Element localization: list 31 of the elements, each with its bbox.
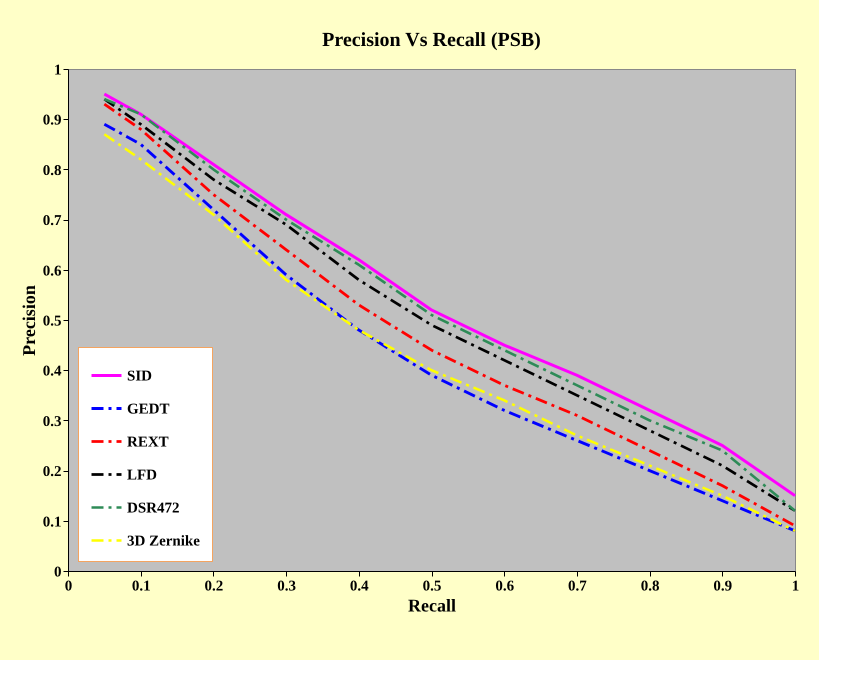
y-tick-label: 0.4 <box>42 364 62 380</box>
x-tick-label: 0 <box>64 578 72 594</box>
legend-label: 3D Zernike <box>127 534 200 550</box>
legend-label: DSR472 <box>127 500 180 516</box>
y-tick-label: 0.3 <box>42 414 62 430</box>
y-axis-title: Precision <box>18 285 39 356</box>
x-tick-label: 0.7 <box>568 578 588 594</box>
x-tick-label: 0.5 <box>422 578 442 594</box>
legend-label: GEDT <box>127 402 170 418</box>
chart-title: Precision Vs Recall (PSB) <box>322 29 541 51</box>
y-tick-label: 0.6 <box>42 263 62 280</box>
y-tick-label: 0.9 <box>42 112 62 129</box>
x-tick-label: 0.8 <box>640 578 660 594</box>
x-tick-label: 0.2 <box>204 578 224 594</box>
y-tick-label: 1 <box>54 62 62 78</box>
x-tick-label: 1 <box>792 578 800 594</box>
legend-label: REXT <box>127 434 169 450</box>
y-tick-label: 0.2 <box>42 464 62 480</box>
x-tick-label: 0.4 <box>350 578 370 594</box>
x-axis-title: Recall <box>408 596 456 616</box>
x-tick-label: 0.9 <box>713 578 732 594</box>
y-tick-label: 0.7 <box>42 213 62 230</box>
y-tick-label: 0.1 <box>42 514 62 530</box>
x-tick-label: 0.1 <box>132 578 151 594</box>
legend-label: SID <box>127 368 152 384</box>
y-tick-label: 0 <box>54 564 62 580</box>
y-tick-label: 0.5 <box>42 314 62 330</box>
x-tick-label: 0.6 <box>495 578 515 594</box>
x-tick-label: 0.3 <box>277 578 296 594</box>
y-tick-label: 0.8 <box>42 162 62 179</box>
legend-label: LFD <box>127 468 158 484</box>
